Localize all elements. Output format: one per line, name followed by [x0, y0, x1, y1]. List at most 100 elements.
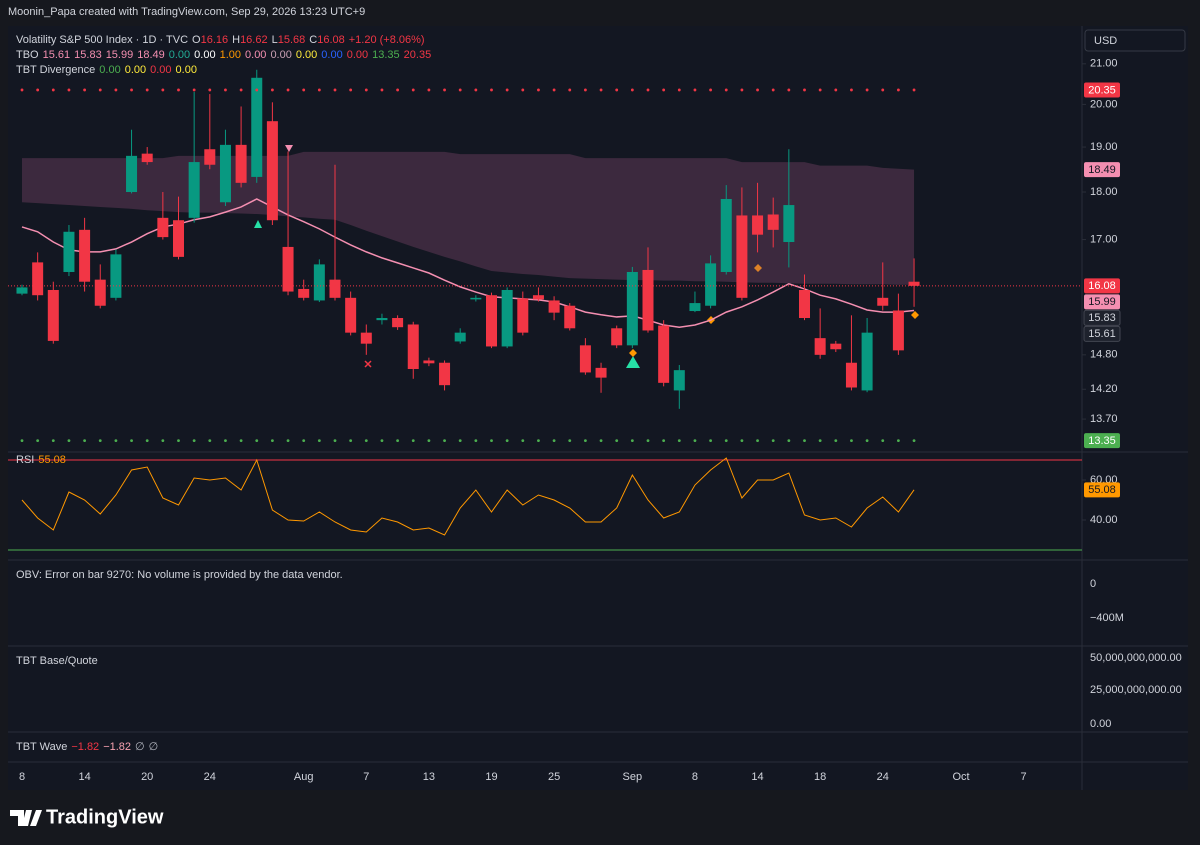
rsi-value: 55.08: [38, 454, 66, 466]
y-tick-label: 13.70: [1090, 413, 1118, 425]
candle-body: [251, 77, 263, 177]
candle-body: [313, 264, 325, 301]
legend-change: +1.20 (+8.06%): [348, 34, 425, 46]
level-dot: [490, 88, 493, 92]
x-tick-label: Aug: [294, 771, 314, 783]
legend-value: 0.00: [321, 49, 343, 61]
level-dot: [51, 88, 55, 92]
y-tick-label: 50,000,000,000.00: [1090, 652, 1182, 664]
y-tick-label: 18.00: [1090, 186, 1118, 198]
level-dot: [427, 88, 431, 92]
legend-ohlc-letter: O: [192, 34, 201, 46]
legend-value: 15.83: [74, 49, 102, 61]
level-dot: [834, 88, 838, 92]
level-dot: [552, 88, 556, 92]
level-dot: [818, 88, 822, 92]
legend-value: −1.82: [71, 741, 100, 753]
level-dot: [83, 439, 86, 443]
y-tick-label: 17.00: [1090, 233, 1118, 245]
level-dot: [114, 439, 118, 443]
y-tick-label: −400M: [1090, 612, 1124, 624]
level-dot: [255, 439, 259, 443]
level-dot: [317, 439, 321, 443]
level-dot: [787, 439, 791, 443]
candle-body: [94, 279, 106, 306]
legend-value: 0.00: [194, 49, 216, 61]
price-label: 20.35: [1088, 84, 1116, 96]
level-dot: [411, 88, 415, 92]
level-dot: [568, 439, 572, 443]
level-dot: [349, 88, 353, 92]
level-dot: [521, 88, 525, 92]
price-label: 13.35: [1088, 435, 1116, 447]
candle-body: [141, 153, 153, 163]
price-label: 18.49: [1088, 164, 1116, 176]
level-dot: [521, 439, 525, 443]
price-label-box: [1083, 325, 1121, 342]
legend-base-quote-line: TBT Base/Quote: [16, 654, 102, 668]
legend-value: 15.99: [105, 49, 134, 61]
level-dot: [317, 88, 321, 92]
rsi-value-label: 55.08: [1088, 484, 1116, 496]
candle-body: [16, 287, 28, 294]
exit-signal: [364, 360, 372, 368]
level-dot: [505, 88, 509, 92]
level-dot: [646, 439, 650, 443]
level-dot: [552, 439, 556, 443]
legend-value: 0.00: [270, 49, 292, 61]
candle-body: [360, 332, 372, 344]
candle-body: [767, 214, 779, 230]
candle-body: [783, 205, 795, 243]
price-label-box: [1084, 162, 1120, 178]
x-tick-label: Sep: [623, 771, 643, 783]
candle-body: [407, 324, 419, 370]
level-dot: [286, 88, 290, 92]
x-tick-label: Oct: [952, 771, 969, 783]
legend-ohlc-letter: C: [309, 34, 318, 46]
level-dot: [505, 439, 509, 443]
level-dot: [20, 88, 24, 92]
x-tick-label: 8: [19, 771, 25, 783]
rsi-title: RSI: [16, 454, 35, 466]
level-dot: [83, 88, 86, 92]
level-dot: [584, 439, 587, 443]
candle-body: [32, 262, 44, 296]
level-dot: [458, 439, 462, 443]
legend-value: −1.82: [103, 741, 132, 753]
level-dot: [662, 88, 666, 92]
price-label-box: [1083, 309, 1121, 326]
candle-body: [79, 229, 91, 282]
candle-body: [454, 332, 466, 342]
candle-body: [157, 217, 169, 238]
candle-body: [689, 303, 701, 312]
brand: TradingView: [46, 806, 164, 828]
level-dot: [615, 439, 619, 443]
level-dot: [443, 439, 446, 443]
x-tick-label: 8: [692, 771, 698, 783]
level-dot: [630, 88, 634, 92]
level-dot: [818, 439, 822, 443]
sell-signal: [285, 145, 293, 152]
legend-ohlc-letter: H: [232, 34, 241, 46]
legend-value: 0.00: [124, 64, 147, 76]
level-dot: [771, 439, 775, 443]
currency[interactable]: USD: [1094, 35, 1117, 47]
level-dot: [771, 88, 775, 92]
level-dot: [584, 88, 587, 92]
diamond-signal: [629, 349, 637, 357]
level-dot: [881, 439, 885, 443]
y-tick-label: 0: [1090, 578, 1096, 590]
level-dot: [912, 88, 916, 92]
legend-value: 20.35: [403, 49, 432, 61]
legend-symbol: Volatility S&P 500 Index · 1D · TVC: [16, 34, 189, 46]
candle-body: [235, 144, 247, 183]
level-dot: [724, 88, 728, 92]
currency-box[interactable]: [1084, 29, 1186, 52]
candle-body: [501, 289, 513, 347]
candle-body: [282, 246, 294, 292]
candle-body: [673, 370, 685, 391]
legend-ohlc-value: 16.62: [240, 34, 268, 46]
legend-name: TBO: [16, 49, 39, 61]
